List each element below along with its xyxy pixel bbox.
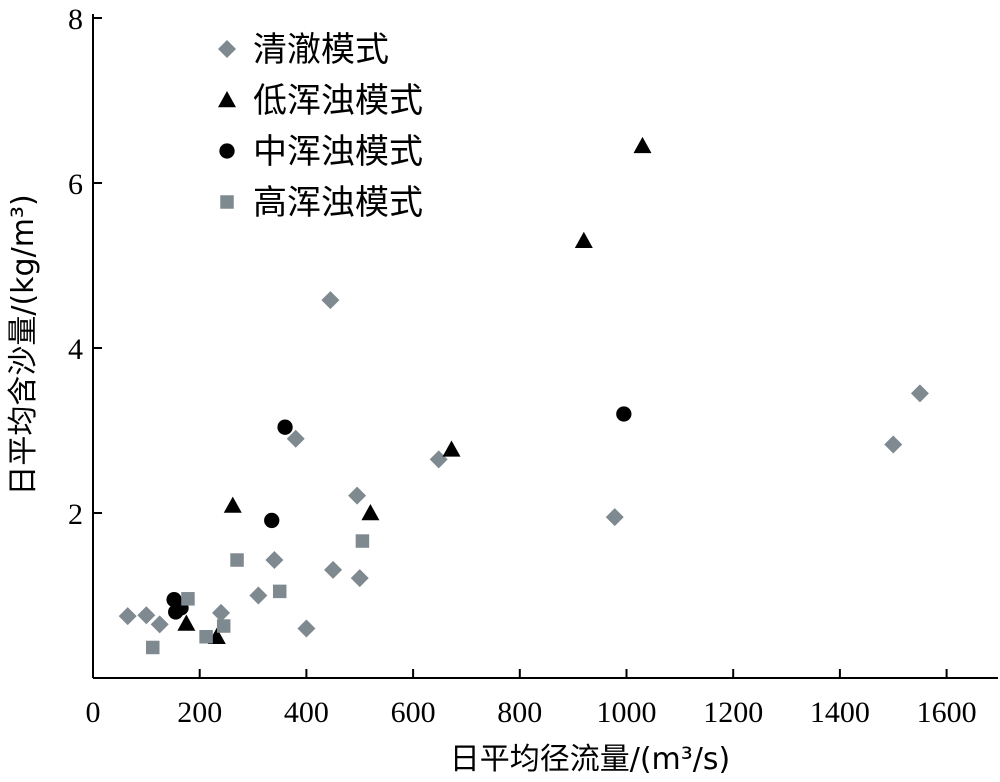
data-point-triangle [361,504,380,521]
data-point-diamond [137,606,156,625]
legend-marker-diamond [218,40,236,58]
data-point-diamond [321,291,340,310]
legend-marker-square [220,195,234,209]
data-point-diamond [429,450,448,469]
legend-label: 高浑浊模式 [253,183,423,223]
tick-labels: 0 200 400 600 800 1000 1200 1400 1600 2 4 6 8 [68,3,977,729]
y-tick-label: 4 [68,333,83,366]
data-point-diamond [324,560,343,579]
legend-label: 低浑浊模式 [253,81,423,121]
data-point-triangle [223,496,242,513]
data-point-square [355,534,370,548]
data-point-diamond [118,607,137,626]
axes [92,14,998,679]
x-tick-label: 800 [497,696,542,729]
data-point-triangle [574,231,593,248]
data-point-circle [264,512,280,529]
data-point-circle [277,419,293,435]
data-point-diamond [249,586,268,605]
data-point-diamond [150,615,169,634]
x-axis-title: 日平均径流量/(m³/s) [450,742,731,777]
data-point-diamond [212,603,231,622]
y-tick-label: 6 [68,168,83,201]
legend-marker-triangle [218,91,236,108]
data-point-diamond [910,384,929,403]
x-tick-label: 600 [391,696,436,729]
data-point-diamond [286,429,305,448]
data-point-diamond [350,569,369,588]
legend-marker-circle [219,143,235,159]
data-point-triangle [442,440,461,457]
data-point-square [272,584,287,599]
y-axis-title: 日平均含沙量/(kg/m³) [6,194,41,495]
data-point-diamond [605,508,624,527]
data-point-diamond [297,619,316,638]
tick-marks [92,17,948,678]
x-tick-label: 1400 [810,696,870,729]
data-point-square [181,592,195,606]
x-tick-label: 1200 [703,696,763,729]
legend-label: 中浑浊模式 [253,132,423,172]
data-point-square [146,640,160,655]
data-point-triangle [633,136,652,154]
data-point-square [230,553,244,567]
x-tick-label: 1000 [597,696,657,729]
legend-label: 清澈模式 [253,30,389,70]
y-tick-label: 2 [68,498,83,531]
x-tick-label: 1600 [917,696,977,729]
y-tick-label: 8 [68,3,83,36]
data-point-diamond [348,486,367,505]
data-point-diamond [265,551,284,570]
data-point-triangle [177,614,196,631]
x-tick-label: 200 [177,696,222,729]
data-points [118,136,929,655]
data-point-square [216,619,231,633]
data-point-circle [616,406,632,422]
data-point-diamond [884,435,903,454]
x-tick-label: 400 [284,696,329,729]
data-point-square [199,630,213,644]
x-tick-label: 0 [86,696,101,729]
